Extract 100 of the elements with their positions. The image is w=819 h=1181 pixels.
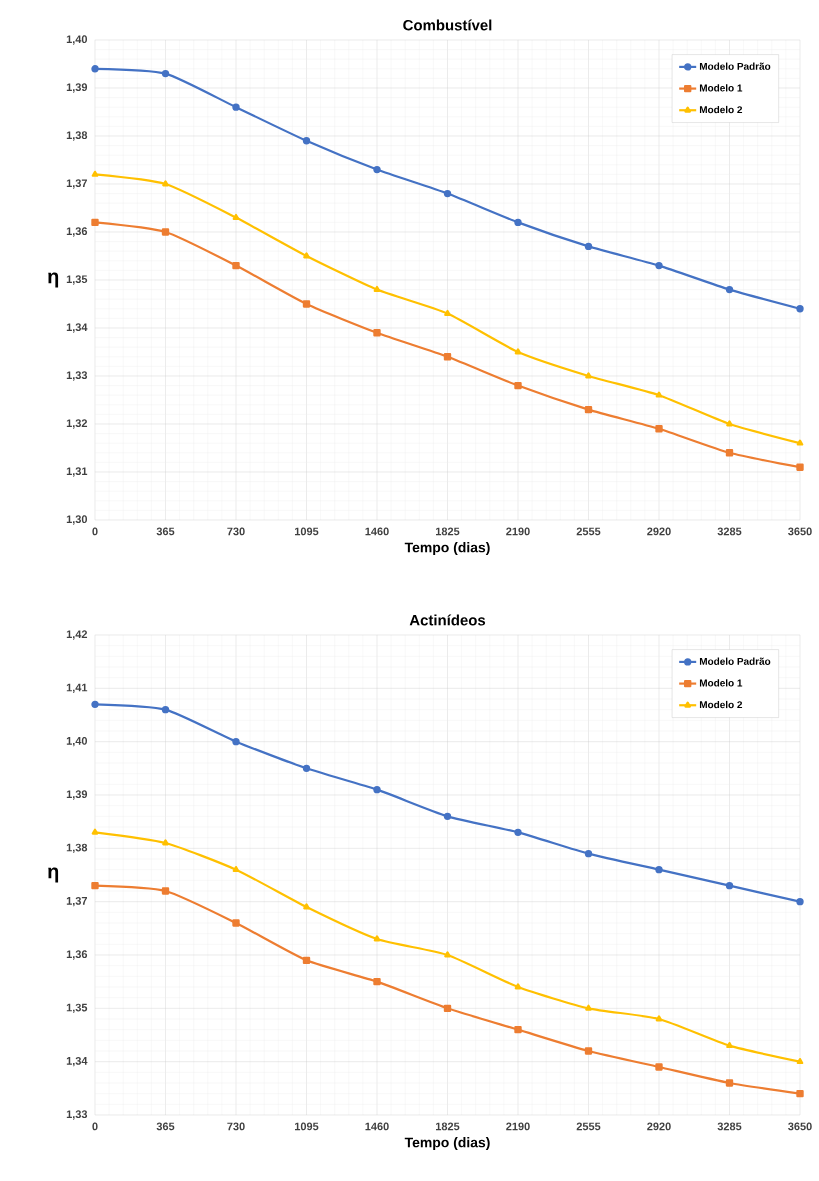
x-tick-label: 2920 (647, 1122, 671, 1131)
y-tick-label: 1,34 (66, 323, 88, 333)
legend-label: Modelo 2 (699, 105, 743, 114)
point (162, 839, 169, 846)
point (91, 218, 99, 227)
point (514, 218, 522, 227)
y-axis-title: η (48, 867, 59, 883)
point (162, 180, 169, 187)
point (584, 849, 593, 858)
x-tick-label: 730 (227, 527, 245, 536)
y-tick-label: 1,33 (66, 1110, 88, 1120)
point (373, 165, 381, 174)
x-tick-label: 730 (227, 1122, 245, 1131)
y-tick-label: 1,30 (66, 515, 88, 525)
legend-label: Modelo 1 (699, 679, 743, 687)
legend-label: Modelo Padrão (699, 657, 771, 665)
y-tick-label: 1,36 (66, 950, 88, 960)
point (91, 881, 99, 890)
y-tick-label: 1,31 (66, 467, 88, 477)
point (373, 977, 381, 986)
y-tick-label: 1,37 (66, 179, 87, 189)
point (232, 261, 240, 270)
point (373, 785, 381, 794)
point (725, 881, 734, 890)
y-tick-label: 1,40 (66, 35, 88, 45)
point (303, 903, 310, 910)
point (443, 353, 452, 361)
point (91, 828, 99, 835)
y-axis-title: η (48, 272, 59, 288)
point (655, 391, 663, 398)
point (584, 1047, 593, 1055)
legend-label: Modelo Padrão (699, 62, 771, 70)
x-tick-label: 1825 (436, 1122, 460, 1131)
y-tick-label: 1,36 (66, 227, 88, 237)
point (725, 449, 734, 457)
x-tick-label: 2190 (506, 527, 530, 536)
point (584, 405, 593, 414)
point (232, 919, 240, 927)
y-tick-label: 1,39 (66, 83, 88, 93)
point (302, 764, 311, 773)
y-tick-label: 1,35 (66, 275, 88, 285)
x-tick-label: 365 (156, 1122, 175, 1131)
chart-title: Actinídeos (409, 614, 486, 626)
point (796, 305, 804, 313)
point (585, 372, 592, 379)
point (302, 956, 311, 965)
x-tick-label: 3285 (717, 527, 742, 536)
point (161, 228, 170, 236)
point (443, 812, 452, 821)
point (514, 828, 522, 837)
point (373, 285, 381, 292)
point (232, 213, 240, 220)
point (726, 420, 733, 427)
point (655, 425, 663, 433)
point (232, 865, 240, 873)
point (373, 935, 381, 942)
point (443, 1004, 452, 1013)
y-tick-label: 1,32 (66, 419, 88, 429)
point (303, 252, 310, 259)
point (514, 348, 522, 355)
x-tick-label: 0 (92, 527, 98, 536)
y-tick-label: 1,39 (66, 790, 88, 800)
y-tick-label: 1,34 (66, 1057, 88, 1067)
point (444, 309, 451, 316)
x-tick-label: 1460 (365, 1122, 389, 1131)
x-tick-label: 2555 (576, 1122, 601, 1131)
point (726, 1041, 733, 1049)
y-tick-label: 1,35 (66, 1003, 88, 1014)
point (796, 439, 804, 446)
point (302, 300, 311, 308)
x-tick-label: 1460 (365, 527, 389, 536)
point (302, 137, 311, 145)
point (514, 1025, 522, 1034)
point (655, 1015, 663, 1022)
x-tick-label: 1825 (436, 527, 460, 536)
point (655, 865, 663, 874)
legend-label: Modelo 2 (699, 700, 743, 709)
x-tick-label: 3285 (717, 1122, 742, 1131)
x-tick-label: 3650 (788, 527, 812, 536)
point (91, 170, 99, 177)
x-tick-label: 1095 (295, 527, 319, 536)
y-tick-label: 1,42 (66, 630, 88, 640)
x-tick-label: 1095 (295, 1122, 319, 1131)
point (373, 329, 381, 337)
point (232, 737, 240, 746)
point (796, 1089, 804, 1098)
point (725, 285, 734, 294)
point (514, 983, 522, 990)
x-tick-label: 2920 (647, 527, 671, 536)
y-tick-label: 1,41 (66, 683, 88, 693)
x-axis-title: Tempo (dias) (404, 1137, 490, 1151)
point (796, 1057, 804, 1065)
x-tick-label: 0 (92, 1122, 98, 1131)
x-tick-label: 365 (156, 527, 175, 536)
point (725, 1079, 734, 1087)
point (514, 381, 522, 390)
x-tick-label: 2190 (506, 1122, 530, 1131)
point (443, 189, 452, 198)
point (584, 242, 593, 251)
point (161, 887, 170, 895)
